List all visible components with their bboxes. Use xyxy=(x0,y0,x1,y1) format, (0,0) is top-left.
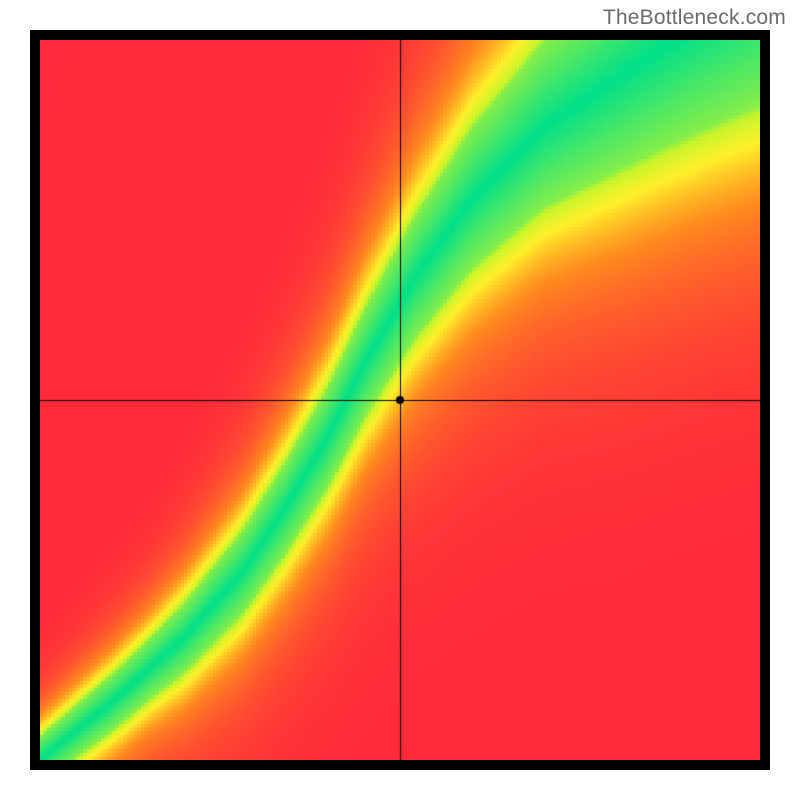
plot-frame xyxy=(30,30,770,770)
crosshair-overlay xyxy=(40,40,760,760)
chart-container: TheBottleneck.com xyxy=(0,0,800,800)
watermark-text: TheBottleneck.com xyxy=(603,6,786,30)
